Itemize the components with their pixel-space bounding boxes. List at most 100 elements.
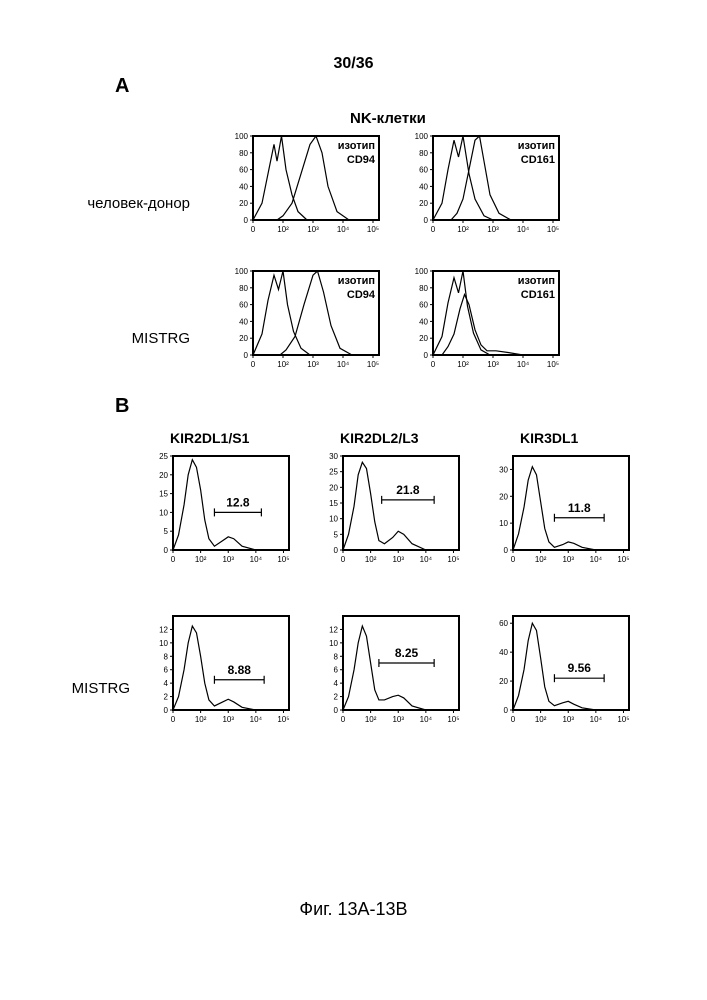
svg-text:10⁵: 10⁵: [367, 360, 379, 369]
svg-text:10: 10: [329, 515, 338, 524]
svg-text:6: 6: [334, 666, 339, 675]
svg-text:40: 40: [419, 317, 428, 326]
svg-text:8.25: 8.25: [395, 646, 419, 660]
svg-text:60: 60: [239, 166, 248, 175]
svg-text:0: 0: [334, 546, 339, 555]
svg-text:10²: 10²: [457, 225, 469, 234]
svg-text:10⁵: 10⁵: [547, 360, 559, 369]
svg-text:8.88: 8.88: [228, 663, 252, 677]
svg-text:CD161: CD161: [521, 154, 555, 166]
figure-caption: Фиг. 13A-13B: [0, 899, 707, 920]
svg-text:10⁴: 10⁴: [420, 555, 433, 564]
svg-text:0: 0: [164, 706, 169, 715]
svg-text:10⁵: 10⁵: [277, 715, 289, 724]
svg-text:2: 2: [334, 693, 339, 702]
svg-text:10⁴: 10⁴: [517, 225, 530, 234]
panelA-plot-2: 010²10³10⁴10⁵020406080100изотипCD94: [225, 265, 385, 375]
svg-text:100: 100: [415, 132, 429, 141]
svg-text:10³: 10³: [487, 360, 499, 369]
section-A-label: A: [115, 75, 129, 98]
svg-text:40: 40: [239, 182, 248, 191]
section-B-label: B: [115, 395, 129, 418]
svg-text:0: 0: [431, 360, 436, 369]
row-label-mistrg-B: MISTRG: [30, 680, 130, 697]
svg-text:10³: 10³: [392, 715, 404, 724]
svg-text:10³: 10³: [222, 715, 234, 724]
svg-text:10³: 10³: [392, 555, 404, 564]
svg-text:21.8: 21.8: [396, 483, 420, 497]
svg-text:изотип: изотип: [518, 140, 555, 152]
panelA-plot-3: 010²10³10⁴10⁵020406080100изотипCD161: [405, 265, 565, 375]
svg-text:изотип: изотип: [338, 275, 375, 287]
svg-text:10⁴: 10⁴: [250, 715, 263, 724]
colB-title-0: KIR2DL1/S1: [170, 430, 249, 446]
svg-text:4: 4: [164, 679, 169, 688]
svg-text:0: 0: [504, 706, 509, 715]
svg-text:0: 0: [424, 351, 429, 360]
svg-text:0: 0: [244, 216, 249, 225]
svg-text:12.8: 12.8: [226, 495, 250, 509]
colB-title-2: KIR3DL1: [520, 430, 578, 446]
svg-text:40: 40: [419, 182, 428, 191]
colB-title-1: KIR2DL2/L3: [340, 430, 419, 446]
svg-text:100: 100: [415, 267, 429, 276]
svg-text:10⁵: 10⁵: [447, 715, 459, 724]
svg-text:10⁵: 10⁵: [277, 555, 289, 564]
svg-text:2: 2: [164, 693, 169, 702]
svg-text:10³: 10³: [562, 555, 574, 564]
svg-text:20: 20: [499, 492, 508, 501]
svg-text:10²: 10²: [195, 715, 207, 724]
svg-text:8: 8: [164, 652, 169, 661]
svg-text:CD94: CD94: [347, 289, 376, 301]
svg-text:30: 30: [329, 452, 338, 461]
svg-text:20: 20: [239, 334, 248, 343]
svg-text:10³: 10³: [307, 225, 319, 234]
panelB-plot-5: 010²10³10⁴10⁵02040609.56: [485, 610, 635, 730]
svg-text:9.56: 9.56: [568, 661, 592, 675]
svg-text:60: 60: [499, 619, 508, 628]
svg-text:0: 0: [341, 555, 346, 564]
panelA-plot-1: 010²10³10⁴10⁵020406080100изотипCD161: [405, 130, 565, 240]
svg-text:0: 0: [244, 351, 249, 360]
svg-text:80: 80: [239, 149, 248, 158]
svg-text:20: 20: [329, 483, 338, 492]
svg-text:60: 60: [419, 166, 428, 175]
panelB-plot-1: 010²10³10⁴10⁵05101520253021.8: [315, 450, 465, 570]
svg-text:10²: 10²: [457, 360, 469, 369]
svg-text:25: 25: [329, 468, 338, 477]
svg-text:20: 20: [419, 199, 428, 208]
svg-text:20: 20: [159, 471, 168, 480]
svg-text:40: 40: [239, 317, 248, 326]
row-label-human-donor: человек-донор: [70, 195, 190, 212]
svg-text:80: 80: [419, 149, 428, 158]
panelB-plot-0: 010²10³10⁴10⁵051015202512.8: [145, 450, 295, 570]
svg-text:25: 25: [159, 452, 168, 461]
svg-text:0: 0: [334, 706, 339, 715]
svg-text:0: 0: [511, 555, 516, 564]
svg-text:10: 10: [159, 639, 168, 648]
svg-text:10⁵: 10⁵: [367, 225, 379, 234]
svg-text:4: 4: [334, 679, 339, 688]
svg-text:10²: 10²: [365, 555, 377, 564]
svg-text:6: 6: [164, 666, 169, 675]
svg-text:0: 0: [171, 715, 176, 724]
svg-text:10³: 10³: [222, 555, 234, 564]
svg-text:10⁴: 10⁴: [337, 360, 350, 369]
svg-text:10⁴: 10⁴: [517, 360, 530, 369]
svg-text:10²: 10²: [365, 715, 377, 724]
svg-text:80: 80: [419, 284, 428, 293]
panelB-plot-2: 010²10³10⁴10⁵010203011.8: [485, 450, 635, 570]
svg-text:10³: 10³: [307, 360, 319, 369]
svg-text:0: 0: [171, 555, 176, 564]
svg-text:изотип: изотип: [338, 140, 375, 152]
svg-text:0: 0: [511, 715, 516, 724]
svg-text:15: 15: [329, 499, 338, 508]
svg-text:10²: 10²: [277, 225, 289, 234]
svg-text:80: 80: [239, 284, 248, 293]
svg-text:20: 20: [419, 334, 428, 343]
svg-text:CD161: CD161: [521, 289, 555, 301]
svg-text:изотип: изотип: [518, 275, 555, 287]
svg-text:12: 12: [159, 625, 168, 634]
svg-text:5: 5: [334, 530, 339, 539]
svg-text:100: 100: [235, 132, 249, 141]
